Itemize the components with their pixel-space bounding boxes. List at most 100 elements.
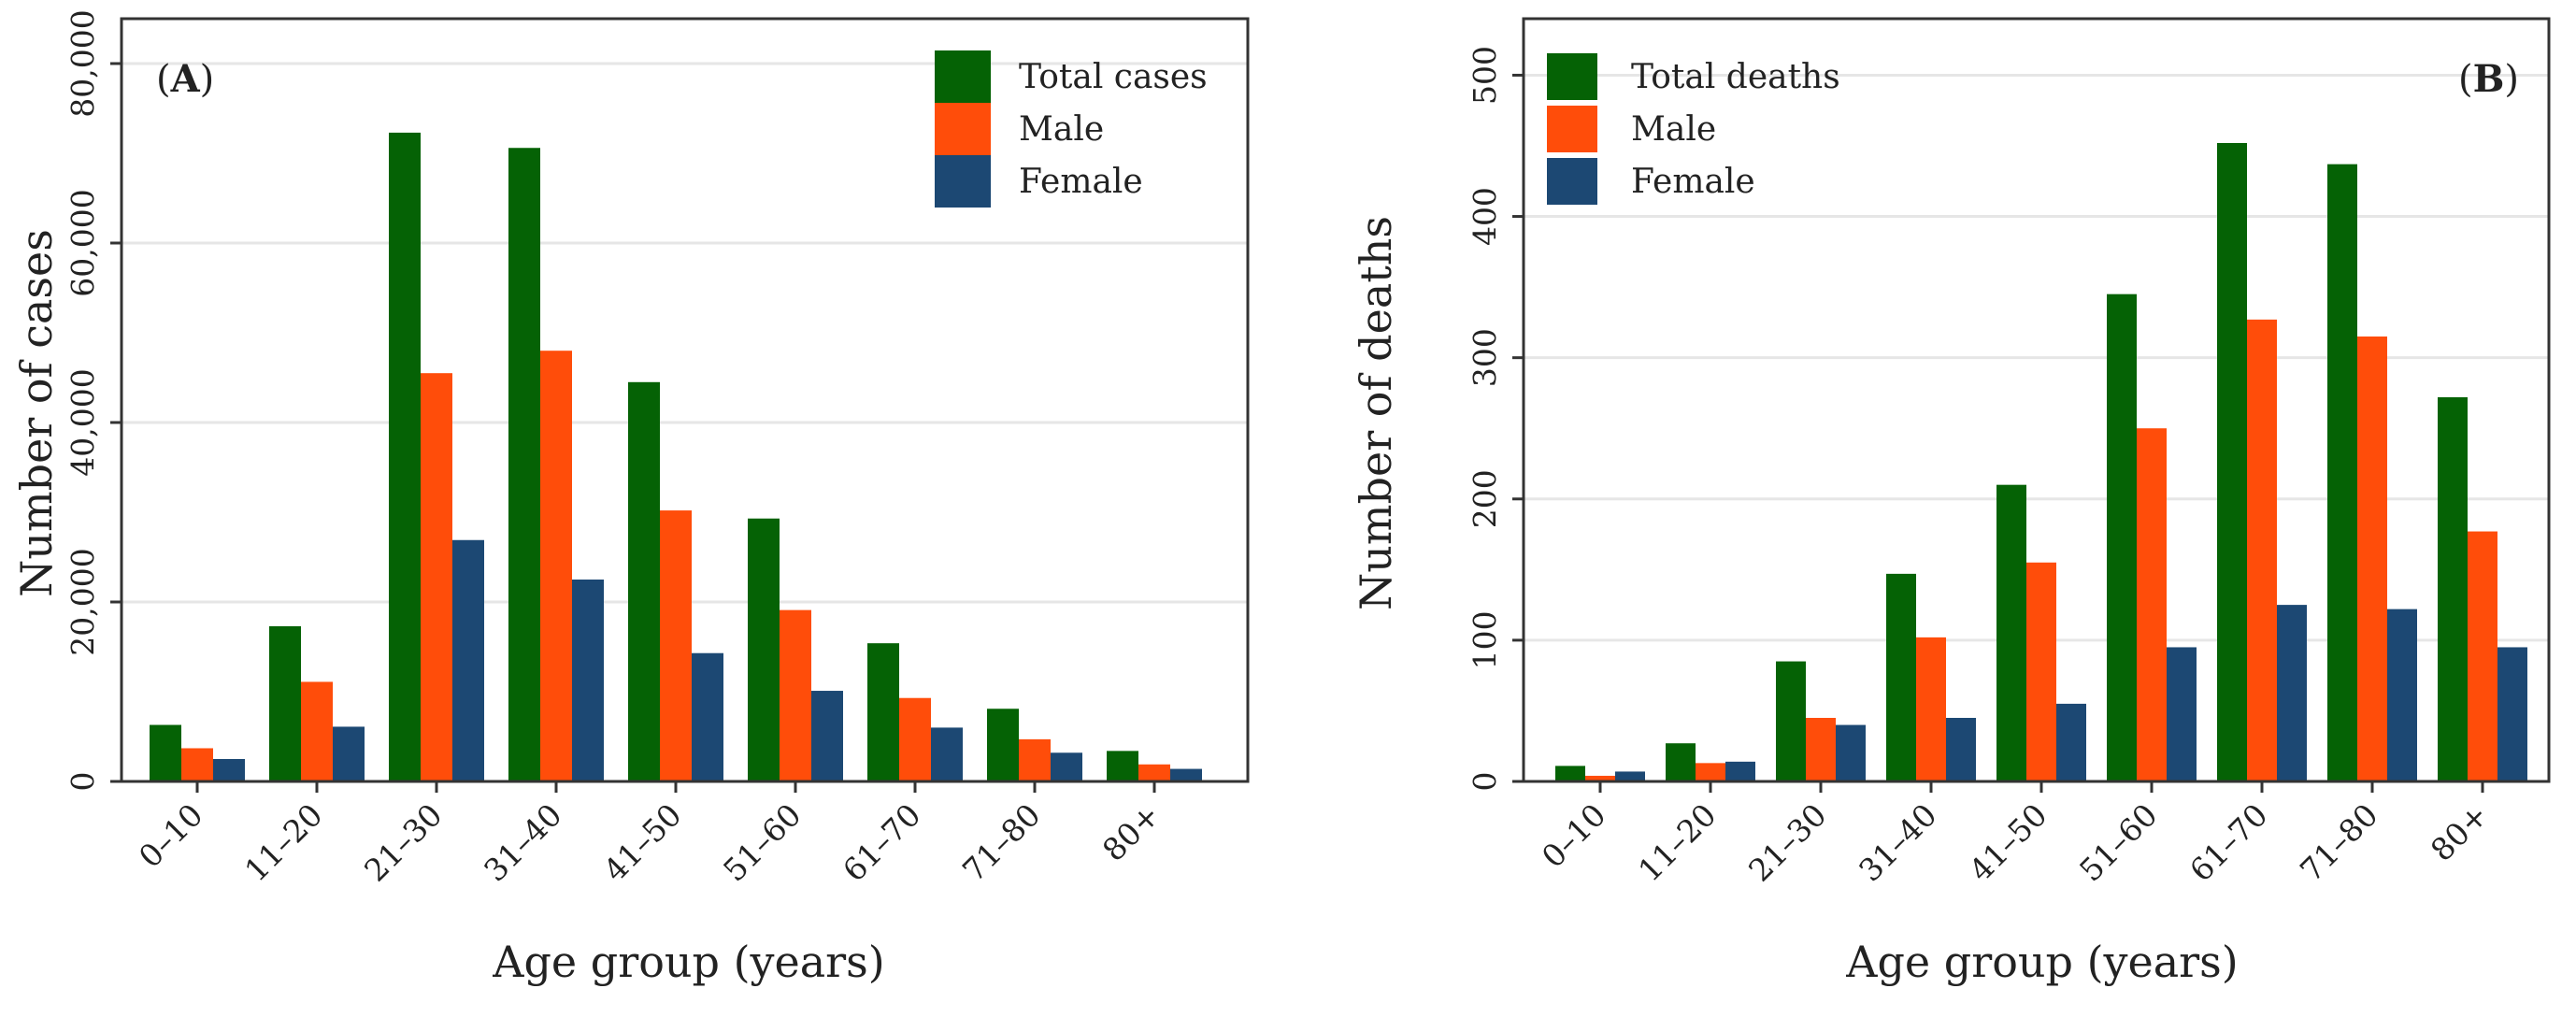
chart-panel-b: 0 100 200 300 400 500 0–10 11–20 21–30 31–40 41–50… [1351,17,2551,987]
legend-swatch [935,50,991,103]
bar-female [1170,768,1202,781]
x-tick-label: 61–70 [836,796,928,889]
bar-female [692,652,723,781]
bar-female [452,539,484,781]
panel-label: (A) [156,57,214,101]
bar-female [931,727,963,781]
bar-female [1725,761,1755,781]
bar-male [2247,319,2277,781]
legend-swatch [1547,53,1597,100]
legend-label: Male [1019,110,1104,149]
bar-total-cases [987,709,1019,781]
bar-total-cases [748,518,780,781]
bar-total-deaths [2107,294,2137,782]
bar-male [1696,763,1725,781]
x-tick-label: 80+ [2424,796,2496,868]
bar-total-deaths [2438,396,2468,781]
panel-label-part: ) [2504,58,2519,101]
x-tick-label: 11–20 [1631,796,1724,889]
plot-frame [1522,17,2551,783]
bar-female [213,759,245,781]
y-tick-label: 200 [1467,469,1503,528]
x-tick-label: 0–10 [132,796,210,875]
y-tick-label: 80,000 [64,9,101,117]
bar-male [181,748,213,781]
bar-male [301,681,333,781]
bar-female [572,580,604,781]
bar-male [899,697,931,781]
x-tick-label: 41–50 [1962,796,2054,889]
bar-female [333,726,365,781]
bar-male [1916,637,1946,781]
x-tick-label: 51–60 [2072,796,2165,889]
legend-label: Total cases [1019,58,1208,96]
bar-total-deaths [1886,573,1916,781]
x-tick-label: 11–20 [237,796,330,889]
x-tick-label: 31–40 [1852,796,1944,889]
plot-frame [120,17,1250,783]
y-axis-title: Number of cases [11,229,62,597]
bar-female [2167,647,2197,781]
panel-label-part: B [2473,57,2505,101]
bar-female [1615,771,1645,781]
bar-female [2056,703,2086,781]
bar-total-cases [1107,751,1138,781]
y-tick-label: 60,000 [64,189,101,296]
x-tick-label: 21–30 [1741,796,1834,889]
legend: Total deaths Male Female [1547,53,1840,205]
x-axis-title: Age group (years) [1845,937,2238,987]
bar-male [2137,428,2167,781]
bar-female [1836,724,1866,781]
x-tick-label: 21–30 [357,796,450,889]
chart-panel-a: 0 20,000 40,000 60,000 80,000 0–10 11–20 21–30 3… [11,9,1250,987]
bar-total-cases [150,724,181,781]
legend-swatch [1547,106,1597,152]
bar-total-deaths [1776,661,1806,781]
legend-swatch [935,103,991,155]
bar-male [660,510,692,781]
panel-label-part: ( [156,58,171,101]
x-axis-title: Age group (years) [492,937,884,987]
panel-label: (B) [2458,57,2519,101]
x-tick-label: 31–40 [477,796,569,889]
y-tick-label: 400 [1467,187,1503,246]
bar-male [2468,531,2497,781]
bar-male [1019,738,1051,781]
bar-total-cases [508,148,540,782]
x-tick-label: 61–70 [2182,796,2275,889]
panel-label-part: ) [200,58,215,101]
bar-female [1051,752,1082,781]
bar-male [421,373,452,781]
y-tick-label: 300 [1467,328,1503,387]
bar-total-deaths [1996,484,2026,781]
panel-label-part: ( [2458,58,2473,101]
y-axis-title: Number of deaths [1351,216,1401,610]
bar-female [2387,609,2417,781]
legend-label: Female [1631,163,1755,201]
bar-total-deaths [2217,142,2247,781]
x-tick-label: 80+ [1095,796,1167,868]
bar-male [1138,764,1170,781]
bar-total-deaths [1666,743,1696,781]
bar-total-cases [269,625,301,781]
bar-male [2357,337,2387,781]
x-tick-label: 51–60 [716,796,809,889]
x-tick-label: 71–80 [2293,796,2385,889]
x-tick-label: 41–50 [596,796,689,889]
bar-total-cases [389,132,421,782]
x-tick-label: 0–10 [1535,796,1613,875]
x-tick-label: 71–80 [955,796,1048,889]
y-tick-label: 20,000 [64,548,101,655]
bar-male [540,351,572,781]
y-tick-label: 0 [64,772,101,792]
bar-male [1806,718,1836,781]
y-tick-label: 500 [1467,46,1503,105]
legend-swatch [1547,158,1597,205]
legend: Total cases Male Female [935,50,1208,208]
y-tick-label: 0 [1467,772,1503,792]
legend-swatch [935,155,991,208]
y-tick-label: 40,000 [64,368,101,476]
y-tick-label: 100 [1467,610,1503,669]
legend-label: Male [1631,110,1716,149]
